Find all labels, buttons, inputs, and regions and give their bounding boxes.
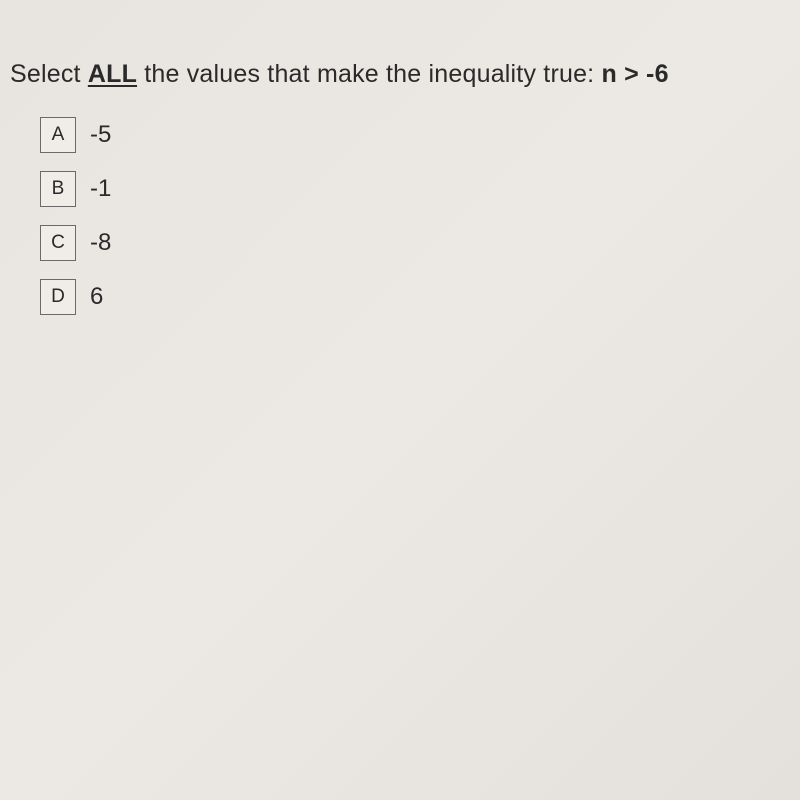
option-box-a[interactable]: A xyxy=(40,117,76,153)
option-letter: A xyxy=(52,124,65,146)
option-d[interactable]: D 6 xyxy=(40,279,800,315)
option-letter: C xyxy=(51,232,65,254)
option-box-c[interactable]: C xyxy=(40,225,76,261)
question-middle: the values that make the inequality true… xyxy=(137,60,601,88)
question-prefix: Select xyxy=(10,60,88,88)
option-box-b[interactable]: B xyxy=(40,171,76,207)
options-list: A -5 B -1 C -8 D 6 xyxy=(10,117,800,315)
option-value-b: -1 xyxy=(90,175,111,203)
option-value-d: 6 xyxy=(90,283,103,311)
option-box-d[interactable]: D xyxy=(40,279,76,315)
option-letter: B xyxy=(52,178,65,200)
question-text: Select ALL the values that make the ineq… xyxy=(10,60,800,89)
option-a[interactable]: A -5 xyxy=(40,117,800,153)
question-inequality: n > -6 xyxy=(601,60,668,88)
option-b[interactable]: B -1 xyxy=(40,171,800,207)
question-emphasis: ALL xyxy=(88,60,137,88)
option-value-c: -8 xyxy=(90,229,111,257)
option-letter: D xyxy=(51,286,65,308)
option-value-a: -5 xyxy=(90,121,111,149)
option-c[interactable]: C -8 xyxy=(40,225,800,261)
